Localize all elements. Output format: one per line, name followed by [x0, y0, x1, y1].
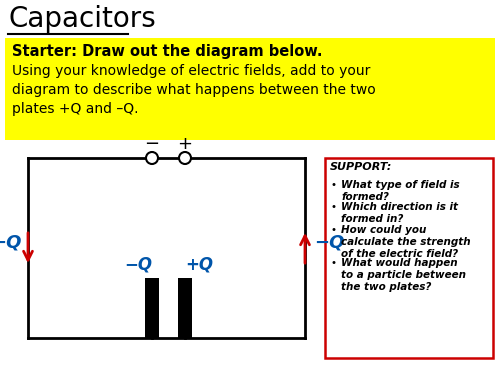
Text: −Q: −Q	[0, 234, 21, 252]
Text: What would happen
to a particle between
the two plates?: What would happen to a particle between …	[341, 258, 466, 292]
Text: SUPPORT:: SUPPORT:	[330, 162, 392, 172]
Text: Capacitors: Capacitors	[8, 5, 156, 33]
Text: •: •	[331, 225, 337, 235]
Text: +: +	[178, 135, 192, 153]
Circle shape	[146, 152, 158, 164]
Bar	[145, 278, 159, 338]
Text: +Q: +Q	[185, 256, 213, 274]
Text: −: −	[144, 135, 160, 153]
Bar	[5, 38, 495, 140]
Text: −Q: −Q	[124, 256, 152, 274]
Text: Starter: Draw out the diagram below.: Starter: Draw out the diagram below.	[12, 44, 322, 59]
Text: What type of field is
formed?: What type of field is formed?	[341, 180, 460, 202]
Text: Using your knowledge of electric fields, add to your
diagram to describe what ha: Using your knowledge of electric fields,…	[12, 64, 376, 116]
Text: How could you
calculate the strength
of the electric field?: How could you calculate the strength of …	[341, 225, 470, 259]
Text: •: •	[331, 180, 337, 190]
Bar	[178, 278, 192, 338]
Text: •: •	[331, 202, 337, 212]
Text: •: •	[331, 258, 337, 268]
Circle shape	[179, 152, 191, 164]
Text: Which direction is it
formed in?: Which direction is it formed in?	[341, 202, 458, 224]
Text: −Q: −Q	[314, 234, 344, 252]
Bar	[325, 158, 493, 358]
